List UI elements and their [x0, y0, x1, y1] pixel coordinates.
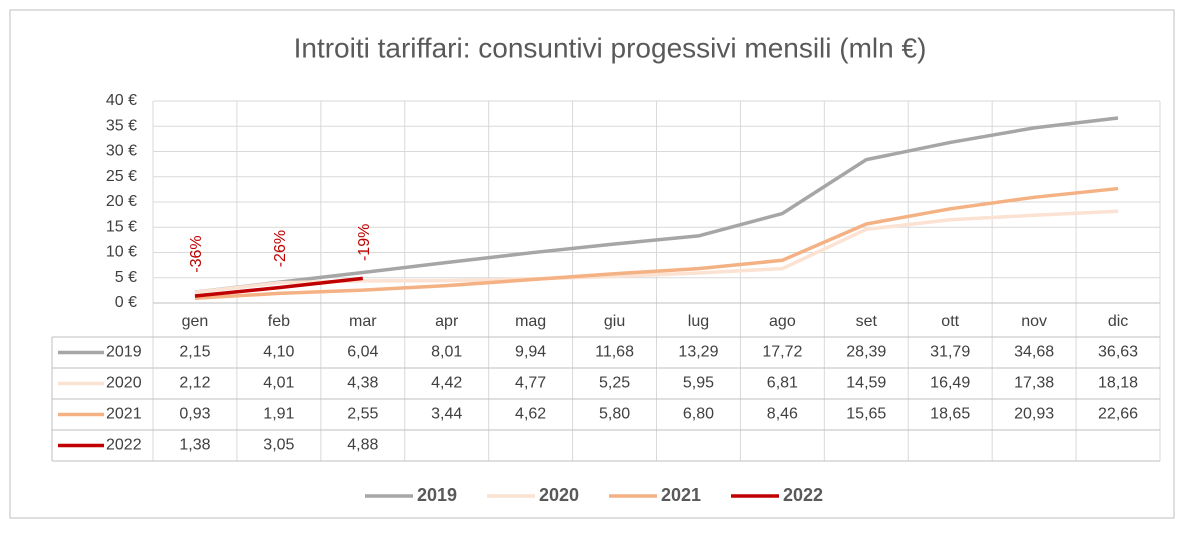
- x-tick-label: mar: [349, 313, 377, 330]
- annotation: -36%: [188, 235, 205, 272]
- table-cell: 2,55: [347, 406, 378, 423]
- table-cell: 20,93: [1014, 406, 1054, 423]
- table-cell: 4,42: [431, 375, 462, 392]
- table-cell: 17,38: [1014, 375, 1054, 392]
- y-tick-label: 35 €: [106, 117, 137, 134]
- x-tick-label: ago: [769, 313, 796, 330]
- series-line: [194, 186, 1119, 301]
- x-tick-label: lug: [688, 313, 709, 330]
- table-cell: 16,49: [930, 375, 970, 392]
- table-cell: 5,95: [683, 375, 714, 392]
- y-tick-label: 25 €: [106, 168, 137, 185]
- table-cell: 34,68: [1014, 344, 1054, 361]
- table-cell: 2,15: [179, 344, 210, 361]
- table-cell: 22,66: [1098, 406, 1138, 423]
- table-cell: 6,04: [347, 344, 378, 361]
- x-tick-label: mag: [515, 313, 546, 330]
- table-cell: 0,93: [179, 406, 210, 423]
- table-cell: 15,65: [846, 406, 886, 423]
- chart-border: [9, 9, 1175, 519]
- table-cell: 14,59: [846, 375, 886, 392]
- x-tick-label: feb: [268, 313, 290, 330]
- y-tick-label: 15 €: [106, 218, 137, 235]
- legend-label: 2019: [417, 485, 457, 505]
- table-series-name: 2021: [106, 406, 142, 423]
- table-cell: 4,88: [347, 437, 378, 454]
- y-tick-label: 0 €: [115, 294, 137, 311]
- table-cell: 8,01: [431, 344, 462, 361]
- table-cell: 13,29: [678, 344, 718, 361]
- table-cell: 3,44: [431, 406, 462, 423]
- table-cell: 4,62: [515, 406, 546, 423]
- y-tick-label: 5 €: [115, 269, 137, 286]
- legend-label: 2020: [539, 485, 579, 505]
- legend-label: 2022: [783, 485, 823, 505]
- table-cell: 5,80: [599, 406, 630, 423]
- x-tick-label: set: [856, 313, 878, 330]
- table-cell: 11,68: [595, 344, 634, 361]
- x-tick-label: ott: [941, 313, 959, 330]
- series-line: [194, 276, 363, 298]
- table-cell: 6,81: [767, 375, 798, 392]
- table-cell: 4,10: [263, 344, 294, 361]
- table-series-name: 2022: [106, 437, 142, 454]
- table-cell: 9,94: [515, 344, 546, 361]
- table-cell: 18,65: [930, 406, 970, 423]
- table-cell: 4,38: [347, 375, 378, 392]
- table-cell: 1,38: [179, 437, 210, 454]
- y-tick-label: 20 €: [106, 193, 137, 210]
- table-cell: 4,77: [515, 375, 546, 392]
- table-series-name: 2019: [106, 344, 142, 361]
- legend-label: 2021: [661, 485, 701, 505]
- table-cell: 8,46: [767, 406, 798, 423]
- y-tick-label: 30 €: [106, 143, 137, 160]
- x-tick-label: apr: [435, 313, 459, 330]
- x-tick-label: nov: [1021, 313, 1047, 330]
- y-tick-label: 40 €: [106, 92, 137, 109]
- x-tick-label: gen: [182, 313, 209, 330]
- table-cell: 36,63: [1098, 344, 1138, 361]
- table-cell: 31,79: [930, 344, 970, 361]
- chart-title: Introiti tariffari: consuntivi progessiv…: [294, 32, 927, 63]
- table-series-name: 2020: [106, 375, 142, 392]
- table-cell: 4,01: [263, 375, 294, 392]
- annotation: -19%: [356, 224, 373, 261]
- table-cell: 18,18: [1098, 375, 1138, 392]
- table-cell: 2,12: [179, 375, 210, 392]
- table-cell: 5,25: [599, 375, 630, 392]
- table-cell: 3,05: [263, 437, 294, 454]
- annotation: -26%: [272, 230, 289, 267]
- table-cell: 1,91: [263, 406, 294, 423]
- x-tick-label: dic: [1108, 313, 1128, 330]
- table-cell: 28,39: [846, 344, 886, 361]
- series-line: [194, 116, 1119, 294]
- table-cell: 6,80: [683, 406, 714, 423]
- y-tick-label: 10 €: [106, 244, 137, 261]
- table-cell: 17,72: [762, 344, 802, 361]
- x-tick-label: giu: [604, 313, 625, 330]
